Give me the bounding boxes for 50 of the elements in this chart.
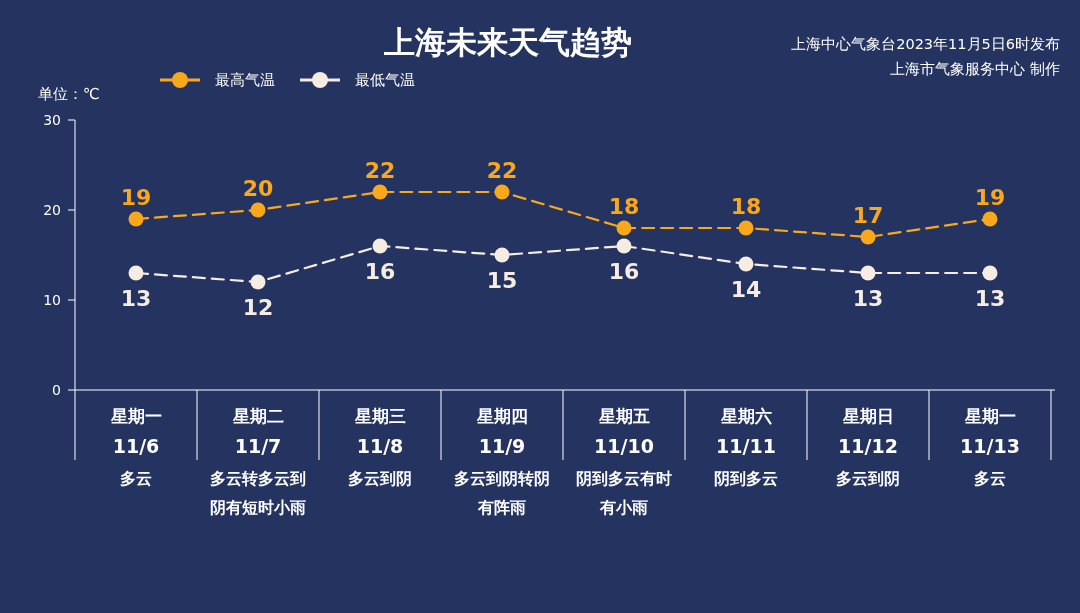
x-tick-label: 星期一 11/6 多云 [109, 406, 162, 488]
data-label: 19 [120, 185, 152, 210]
x-tick-label: 星期日 11/12 多云到阴 [836, 406, 900, 488]
data-label: 22 [486, 158, 518, 183]
data-label: 14 [730, 277, 762, 302]
data-label: 13 [120, 286, 152, 311]
y-tick-label: 0 [52, 382, 61, 398]
chart-title: 上海未来天气趋势 [383, 24, 632, 60]
point [250, 202, 266, 218]
point [494, 184, 510, 200]
point [860, 265, 876, 281]
data-label: 18 [608, 194, 640, 219]
point [250, 274, 266, 290]
point [982, 211, 998, 227]
legend-label: 最低气温 [355, 71, 415, 89]
x-tick-label: 星期六 11/11 阴到多云 [714, 406, 778, 488]
text: 上海中心气象台2023年11月5日6时发布 [791, 36, 1060, 52]
data-label: 17 [852, 203, 884, 228]
point [372, 184, 388, 200]
x-tick-label: 星期二 11/7 多云转多云到阴有短时小雨 [210, 406, 306, 517]
data-label: 19 [974, 185, 1006, 210]
point [860, 229, 876, 245]
point [982, 265, 998, 281]
data-label: 16 [364, 259, 396, 284]
data-label: 16 [608, 259, 640, 284]
data-label: 20 [242, 176, 274, 201]
data-label: 15 [486, 268, 518, 293]
x-tick-label: 星期四 11/9 多云到阴转阴有阵雨 [454, 406, 550, 517]
y-tick-label: 10 [43, 292, 61, 308]
y-axis-title: 单位：℃ [38, 85, 100, 103]
y-tick-label: 20 [43, 202, 61, 218]
data-label: 13 [974, 286, 1006, 311]
point [372, 238, 388, 254]
point [738, 220, 754, 236]
point [128, 211, 144, 227]
text: 上海市气象服务中心 制作 [890, 61, 1060, 77]
x-tick-label: 星期一 11/13 多云 [960, 406, 1020, 488]
point [738, 256, 754, 272]
x-tick-label: 星期五 11/10 阴到多云有时有小雨 [576, 406, 672, 517]
data-label: 18 [730, 194, 762, 219]
point [616, 220, 632, 236]
point [494, 247, 510, 263]
data-label: 22 [364, 158, 396, 183]
point [616, 238, 632, 254]
y-tick-label: 30 [43, 112, 61, 128]
point [128, 265, 144, 281]
x-tick-label: 星期三 11/8 多云到阴 [348, 406, 412, 488]
data-label: 13 [852, 286, 884, 311]
data-label: 12 [242, 295, 274, 320]
legend-label: 最高气温 [215, 71, 275, 89]
